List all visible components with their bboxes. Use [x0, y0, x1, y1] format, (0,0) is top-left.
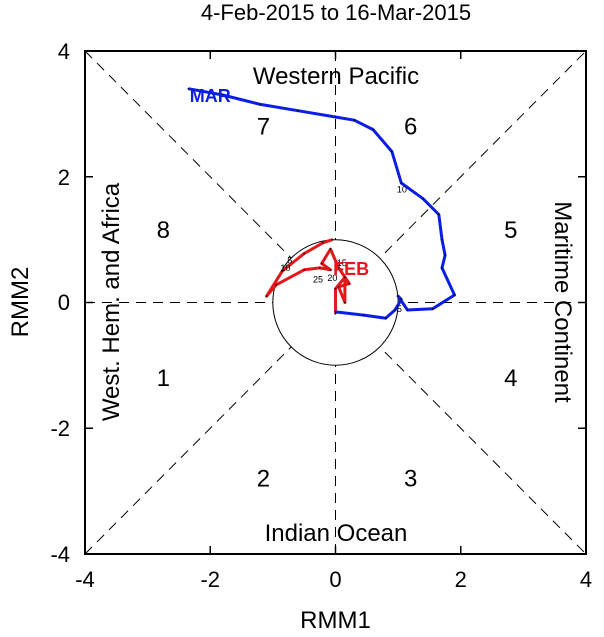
region-label-left: West. Hem. and Africa — [98, 182, 125, 421]
series-point-mar — [441, 267, 443, 269]
phase-label-3: 3 — [404, 466, 417, 493]
series-point-mar — [259, 103, 262, 106]
series-point-feb — [331, 238, 334, 241]
series-point-mar — [431, 307, 434, 310]
series-point-feb — [322, 241, 324, 244]
chart-title: 4-Feb-2015 to 16-Mar-2015 — [201, 0, 471, 25]
series-point-mar — [453, 294, 456, 296]
phase-label-5: 5 — [504, 217, 517, 244]
y-tick-label: -4 — [50, 542, 70, 567]
series-point-feb — [303, 269, 305, 271]
y-tick-label: -2 — [50, 416, 70, 441]
x-tick-label: 2 — [455, 567, 467, 592]
day-label: 10 — [397, 184, 407, 194]
series-point-feb — [344, 301, 346, 304]
x-tick-label: -4 — [75, 567, 95, 592]
series-point-feb — [275, 284, 277, 286]
day-label: 5 — [287, 256, 292, 266]
phase-label-7: 7 — [257, 113, 270, 140]
series-point-mar — [422, 197, 424, 200]
y-tick-label: 4 — [58, 39, 70, 64]
series-point-mar — [400, 298, 403, 301]
x-axis-title: RMM1 — [300, 607, 371, 634]
series-point-mar — [297, 109, 299, 112]
day-label: 20 — [327, 273, 337, 283]
series-point-mar — [372, 128, 374, 131]
series-point-mar — [406, 309, 409, 311]
y-axis-title: RMM2 — [7, 267, 34, 338]
day-label: 15 — [337, 258, 347, 268]
axis-ticks — [84, 50, 587, 555]
phase-labels: 1 2 3 4 5 6 7 8 — [157, 113, 518, 492]
series-point-mar — [438, 213, 440, 216]
day-label: 10 — [280, 263, 290, 273]
month-labels: FEB MAR — [190, 86, 369, 279]
series-point-feb — [337, 267, 340, 269]
y-tick-label: 2 — [58, 165, 70, 190]
region-label-top: Western Pacific — [253, 63, 419, 90]
series-point-feb — [344, 276, 346, 279]
phase-label-6: 6 — [404, 113, 417, 140]
phase-label-2: 2 — [257, 466, 270, 493]
series-point-mar — [397, 295, 399, 298]
series-line-feb — [265, 238, 351, 314]
series-point-feb — [337, 285, 340, 288]
series-point-feb — [348, 282, 351, 285]
series-point-mar — [394, 309, 396, 311]
month-label-feb: FEB — [333, 259, 369, 279]
phase-label-8: 8 — [157, 217, 170, 244]
series-point-mar — [221, 94, 224, 96]
series-point-mar — [334, 311, 337, 313]
series-point-feb — [334, 287, 337, 290]
series-point-feb — [329, 269, 332, 271]
phase-label-1: 1 — [157, 365, 170, 392]
region-label-right: Maritime Continent — [549, 201, 576, 403]
series-point-mar — [384, 317, 387, 320]
series-lines — [187, 87, 456, 320]
phase-label-4: 4 — [504, 365, 517, 392]
x-tick-label: -2 — [200, 567, 220, 592]
series-point-mar — [391, 150, 393, 153]
month-label-mar: MAR — [190, 86, 231, 106]
series-point-mar — [444, 254, 446, 257]
series-point-mar — [187, 87, 190, 90]
series-point-feb — [320, 262, 323, 265]
x-tick-label: 4 — [580, 567, 592, 592]
series-point-mar — [400, 182, 403, 184]
series-point-feb — [265, 295, 268, 298]
day-label: 25 — [313, 274, 323, 284]
series-point-mar — [334, 116, 337, 118]
series-point-feb — [319, 267, 321, 269]
series-point-mar — [353, 119, 356, 121]
region-label-bottom: Indian Ocean — [265, 520, 408, 547]
y-tick-label: 0 — [58, 290, 70, 315]
series-point-feb — [303, 252, 305, 255]
series-point-feb — [281, 270, 284, 272]
series-point-mar — [362, 314, 365, 316]
series-point-feb — [329, 248, 332, 250]
series-point-mar — [441, 238, 443, 241]
day-label: 5 — [397, 304, 402, 314]
x-tick-label: 0 — [329, 567, 341, 592]
